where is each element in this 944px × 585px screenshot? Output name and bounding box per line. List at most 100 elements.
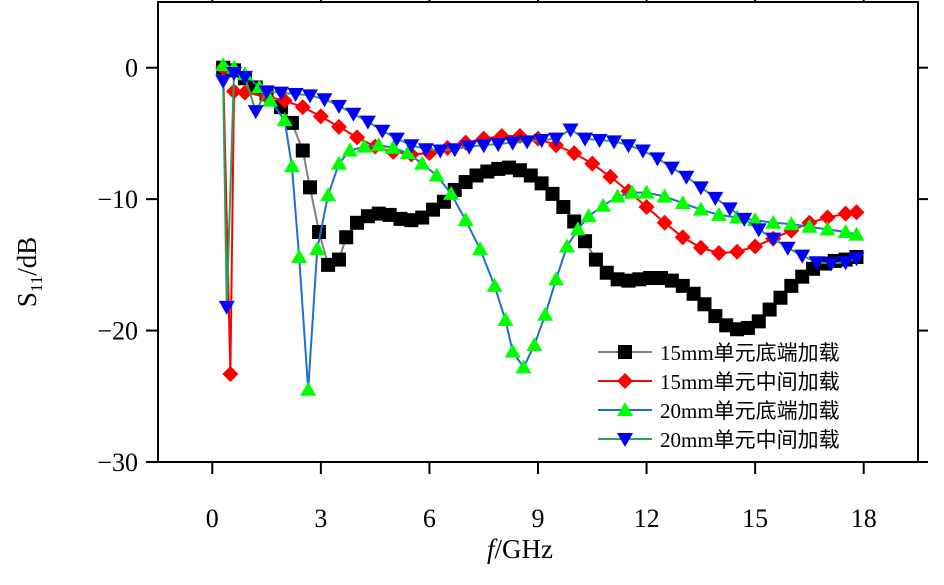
y-tick-label: −30 [97,448,138,477]
marker [721,202,738,217]
marker [736,212,753,227]
marker [371,206,386,221]
legend-label: 15mm单元底端加载 [660,341,840,365]
marker [692,201,709,216]
marker [330,99,347,114]
marker [656,214,673,231]
marker [794,249,811,264]
marker [609,188,626,203]
marker [837,256,854,271]
marker [331,252,346,267]
marker [654,271,669,285]
marker [740,320,755,335]
marker [808,256,825,271]
marker [472,241,489,256]
marker [562,123,579,138]
marker [374,124,391,139]
marker [638,184,655,199]
marker [578,234,593,249]
marker [729,243,746,260]
marker [399,145,416,160]
marker [415,210,430,225]
marker [848,226,865,241]
marker [309,241,326,256]
x-tick-label: 18 [851,504,877,533]
marker [750,223,767,238]
marker [417,143,434,158]
marker [577,132,594,147]
marker [697,297,712,312]
marker [620,139,637,154]
marker [312,108,329,125]
marker [428,167,445,182]
y-label-main: S [12,292,42,307]
marker [526,337,543,352]
marker [215,74,232,89]
marker [533,134,550,148]
marker [370,137,387,152]
marker [519,135,536,150]
marker [649,152,666,167]
marker [730,322,745,337]
series-line [222,66,857,331]
x-label-unit: /GHz [495,534,553,564]
marker [497,312,514,327]
marker [819,221,836,236]
marker [617,433,633,447]
marker [545,186,560,201]
marker [303,180,317,195]
marker [674,195,691,210]
marker [414,155,431,170]
x-axis-label: f/GHz [487,534,553,564]
marker [566,145,583,162]
marker [523,168,538,183]
marker [461,140,478,155]
marker [480,164,495,179]
marker [218,300,235,315]
marker [692,181,709,196]
marker [675,278,690,293]
marker [291,248,308,263]
marker [349,129,366,146]
marker [300,381,317,396]
marker [643,271,658,285]
x-tick-label: 9 [532,504,545,533]
x-tick-label: 15 [742,504,768,533]
marker [837,205,854,222]
marker [486,277,503,292]
marker [762,302,777,317]
marker [621,273,636,288]
marker [537,306,554,321]
marker [765,232,782,247]
x-tick-label: 3 [314,504,327,533]
marker [765,214,782,229]
x-tick-label: 12 [634,504,660,533]
marker [599,265,614,280]
marker [617,402,633,416]
marker [580,208,597,223]
marker [295,143,310,158]
marker [674,229,691,246]
marker [302,89,318,104]
marker [312,225,327,239]
marker [558,238,575,253]
x-tick-label: 6 [423,504,436,533]
marker [784,278,799,293]
marker [446,143,463,158]
marker [330,155,347,170]
legend-label: 20mm单元底端加载 [660,399,840,423]
marker [432,144,449,159]
marker [602,168,619,185]
marker [710,245,727,262]
marker [634,144,651,159]
marker [273,86,290,101]
marker [515,359,532,374]
marker [686,286,701,301]
marker [222,365,239,382]
marker [837,224,854,238]
marker [848,204,865,221]
y-tick-label: −20 [97,317,138,346]
marker [262,92,279,107]
marker [475,139,492,154]
marker [548,271,565,286]
